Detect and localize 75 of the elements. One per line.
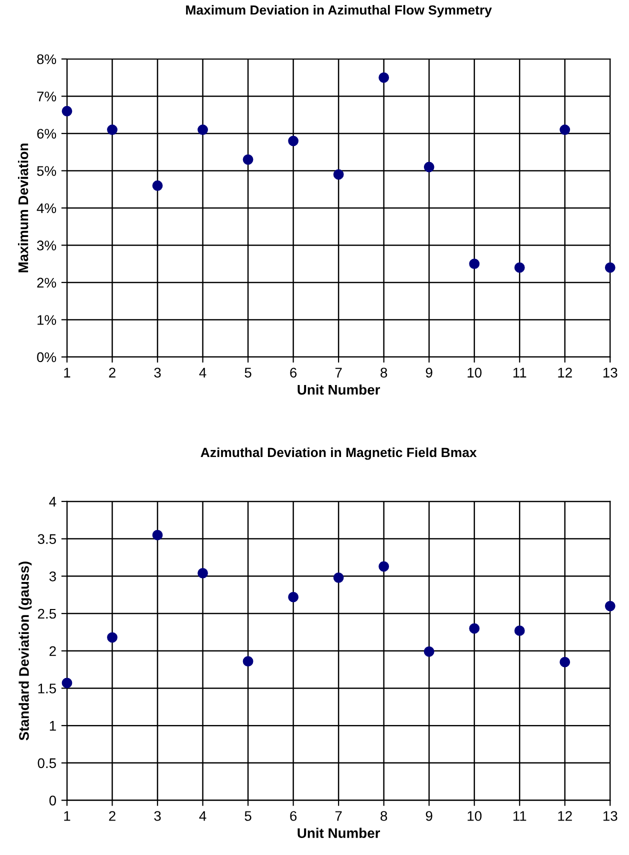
x-tick-label: 6 — [290, 368, 297, 378]
y-tick-label: 4 — [49, 496, 56, 506]
point — [469, 258, 480, 270]
y-tick-label: 1% — [38, 315, 56, 325]
point — [288, 592, 299, 602]
chart-title: Maximum Deviation in Azimuthal Flow Symmetry — [186, 4, 492, 18]
y-tick-label: 7% — [37, 92, 56, 102]
x-tick-label: 13 — [603, 811, 618, 821]
point — [604, 262, 616, 273]
x-tick-label: 6 — [290, 811, 297, 821]
y-tick-label: 1 — [50, 721, 56, 731]
x-tick-label: 1 — [64, 811, 70, 821]
x-tick-label: 12 — [558, 811, 572, 821]
point — [198, 124, 208, 135]
x-tick-label: 4 — [199, 811, 206, 821]
x-tick-label: 8 — [380, 368, 388, 378]
point — [514, 625, 525, 636]
y-tick-label: 6% — [37, 128, 56, 139]
x-axis-title: Unit Number — [298, 828, 380, 838]
x-tick-label: 9 — [426, 368, 432, 378]
point — [107, 124, 118, 135]
point — [288, 136, 299, 146]
point — [469, 623, 480, 634]
point — [242, 154, 254, 165]
x-tick-label: 10 — [468, 811, 482, 821]
point — [62, 106, 72, 116]
point — [152, 530, 163, 540]
point — [333, 169, 344, 180]
y-tick-label: 5% — [37, 166, 56, 176]
y-tick-label: 3.5 — [38, 534, 56, 544]
x-tick-label: 13 — [603, 368, 618, 378]
y-axis-title: Maximum Deviation — [18, 144, 28, 272]
x-tick-label: 8 — [380, 811, 388, 821]
y-axis-title: Standard Deviation (gauss) — [18, 562, 32, 740]
x-tick-label: 10 — [468, 368, 482, 378]
x-tick-label: 7 — [335, 368, 342, 378]
point — [152, 180, 163, 191]
x-tick-label: 5 — [244, 811, 252, 821]
point — [424, 646, 434, 657]
point — [198, 568, 208, 578]
point — [424, 162, 434, 172]
point — [560, 124, 570, 135]
y-tick-label: 2% — [37, 278, 56, 288]
x-tick-label: 11 — [513, 811, 526, 821]
x-tick-label: 7 — [335, 811, 342, 821]
y-tick-label: 4% — [36, 203, 56, 214]
x-tick-label: 12 — [558, 368, 572, 378]
chart-title: Azimuthal Deviation in Magnetic Field Bmax — [200, 447, 477, 460]
point — [107, 632, 118, 643]
y-tick-label: 2.5 — [38, 608, 56, 619]
point — [560, 656, 570, 668]
x-tick-label: 3 — [154, 811, 161, 821]
x-tick-label: 1 — [64, 368, 70, 378]
point — [333, 572, 344, 583]
x-axis-title: Unit Number — [298, 384, 380, 395]
x-tick-label: 3 — [154, 368, 161, 378]
y-tick-label: 2 — [50, 646, 56, 656]
y-tick-label: 0.5 — [38, 758, 56, 768]
point — [378, 72, 390, 83]
x-tick-label: 11 — [513, 368, 526, 378]
y-tick-label: 3 — [49, 571, 56, 582]
y-tick-label: 0 — [49, 796, 56, 806]
y-tick-label: 1.5 — [38, 684, 56, 694]
y-tick-label: 0% — [37, 352, 56, 362]
point — [378, 561, 390, 572]
x-tick-label: 5 — [244, 368, 252, 378]
x-tick-label: 9 — [426, 811, 432, 821]
x-tick-label: 4 — [199, 368, 206, 378]
x-tick-label: 2 — [109, 811, 116, 821]
point — [514, 262, 525, 273]
y-tick-label: 3% — [37, 240, 56, 250]
point — [242, 656, 254, 667]
point — [604, 600, 616, 612]
y-tick-label: 8% — [37, 54, 56, 64]
x-tick-label: 2 — [109, 368, 116, 378]
